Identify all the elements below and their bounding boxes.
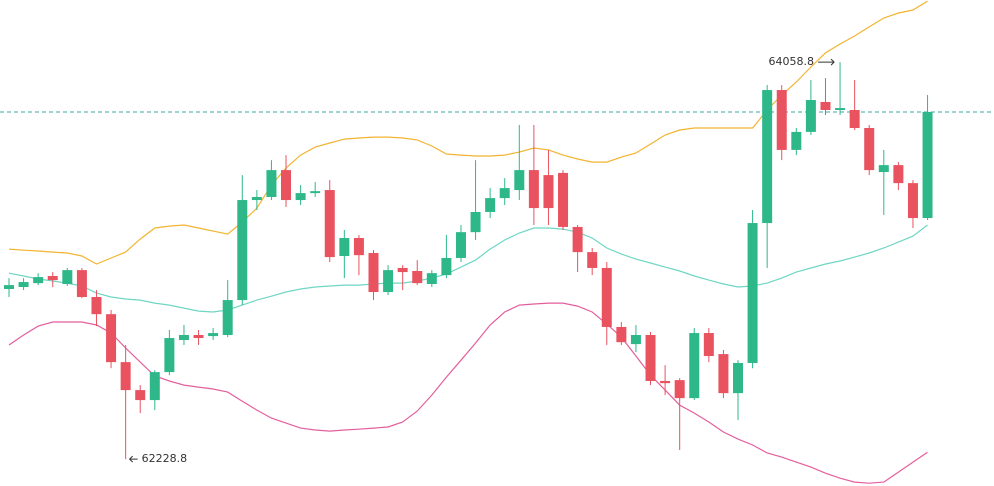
candle-body <box>470 211 481 233</box>
candle-body <box>922 111 933 219</box>
candle-body <box>820 101 831 111</box>
candle-body <box>208 333 219 337</box>
candle-body <box>339 238 350 257</box>
candle-body <box>558 172 569 227</box>
candle-body <box>353 238 364 256</box>
candle-body <box>630 334 641 345</box>
candle-body <box>193 334 204 339</box>
candle-body <box>835 108 846 111</box>
low-arrow <box>128 455 138 463</box>
low-label: 62228.8 <box>142 452 188 465</box>
candle-body <box>747 223 758 363</box>
candle-body <box>295 193 306 201</box>
candle-body <box>645 334 656 381</box>
candle-body <box>62 270 73 285</box>
candle-body <box>455 232 466 258</box>
candle-body <box>149 372 160 401</box>
bollinger-band <box>8 0 928 265</box>
candle-body <box>106 314 117 363</box>
candle-body <box>543 175 554 209</box>
candle-body <box>178 334 189 340</box>
candle-body <box>47 275 58 281</box>
candle-body <box>849 110 860 129</box>
candle-body <box>733 362 743 394</box>
candle-body <box>237 200 248 301</box>
candle-body <box>572 226 583 253</box>
candle-body <box>907 183 918 219</box>
candle-body <box>18 282 29 288</box>
candle-body <box>864 128 875 171</box>
candle-body <box>251 197 262 201</box>
candle-body <box>689 333 700 399</box>
high-label: 64058.8 <box>769 55 815 68</box>
candle-body <box>674 380 685 399</box>
candle-body <box>164 338 175 373</box>
candle-body <box>762 90 773 224</box>
candle-body <box>120 362 131 391</box>
candle-body <box>324 190 335 258</box>
candle-body <box>412 270 423 284</box>
candle-body <box>485 198 496 212</box>
candle-body <box>528 170 539 209</box>
candle-body <box>703 333 714 357</box>
candle-body <box>33 277 44 284</box>
candle-body <box>310 191 321 194</box>
candle-body <box>718 354 729 394</box>
candle-body <box>660 380 671 384</box>
candle-body <box>805 100 816 132</box>
candle-body <box>499 188 510 199</box>
candle-body <box>601 267 612 327</box>
candle-body <box>878 165 889 173</box>
candle-body <box>383 270 394 293</box>
candle-body <box>441 257 452 276</box>
bollinger-band <box>8 302 928 484</box>
candle-body <box>426 273 437 285</box>
candle-body <box>76 270 87 298</box>
candle-body <box>587 252 598 268</box>
candle-body <box>397 267 408 273</box>
candle-body <box>368 252 379 293</box>
candle-body <box>616 326 627 343</box>
candle-body <box>222 300 233 335</box>
candle-body <box>791 131 802 150</box>
bollinger-band <box>8 224 928 313</box>
candle-body <box>135 390 146 401</box>
candle-body <box>4 285 14 289</box>
candle-body <box>776 90 787 150</box>
candle-body <box>266 170 277 198</box>
candle-body <box>281 170 292 201</box>
candle-body <box>514 170 525 191</box>
high-arrow <box>818 58 835 66</box>
candle-body <box>91 297 102 315</box>
candle-body <box>893 165 904 184</box>
